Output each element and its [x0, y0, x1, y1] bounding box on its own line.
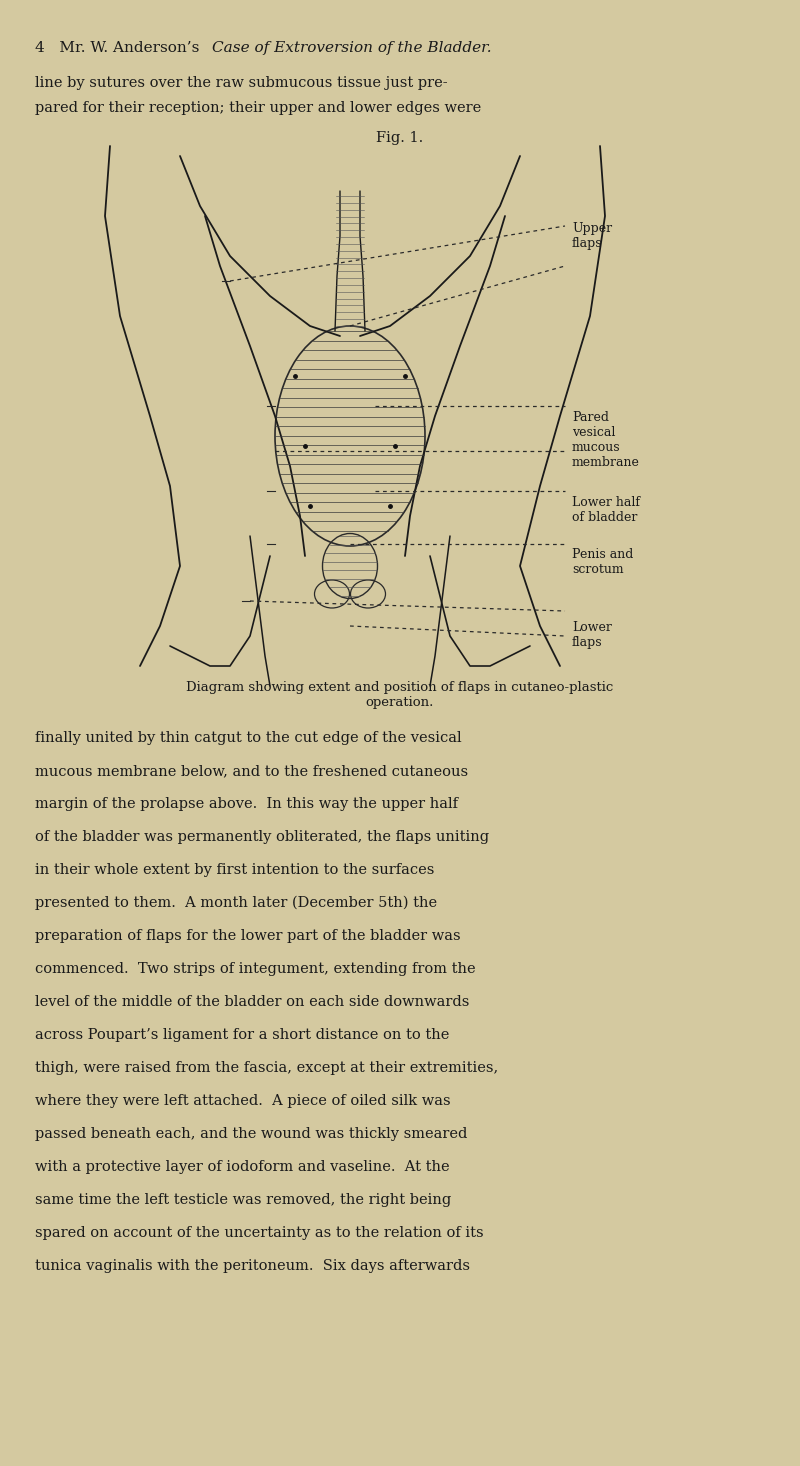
Text: Lower
flaps: Lower flaps — [572, 622, 612, 649]
Text: across Poupart’s ligament for a short distance on to the: across Poupart’s ligament for a short di… — [35, 1028, 450, 1042]
Text: presented to them.  A month later (December 5th) the: presented to them. A month later (Decemb… — [35, 896, 437, 910]
Text: spared on account of the uncertainty as to the relation of its: spared on account of the uncertainty as … — [35, 1226, 484, 1240]
Text: Lower half
of bladder: Lower half of bladder — [572, 496, 640, 523]
Text: finally united by thin catgut to the cut edge of the vesical: finally united by thin catgut to the cut… — [35, 732, 462, 745]
Text: margin of the prolapse above.  In this way the upper half: margin of the prolapse above. In this wa… — [35, 798, 458, 811]
Text: passed beneath each, and the wound was thickly smeared: passed beneath each, and the wound was t… — [35, 1127, 467, 1141]
Text: where they were left attached.  A piece of oiled silk was: where they were left attached. A piece o… — [35, 1094, 450, 1108]
Text: line by sutures over the raw submucous tissue just pre-: line by sutures over the raw submucous t… — [35, 76, 448, 89]
Text: same time the left testicle was removed, the right being: same time the left testicle was removed,… — [35, 1193, 451, 1207]
Text: Case of Extroversion of the Bladder.: Case of Extroversion of the Bladder. — [212, 41, 492, 56]
Text: Fig. 1.: Fig. 1. — [376, 130, 424, 145]
Text: Diagram showing extent and position of flaps in cutaneo-plastic
operation.: Diagram showing extent and position of f… — [186, 682, 614, 710]
Text: thigh, were raised from the fascia, except at their extremities,: thigh, were raised from the fascia, exce… — [35, 1061, 498, 1075]
Text: Upper
flaps: Upper flaps — [572, 221, 612, 251]
Text: 4   Mr. W. Anderson’s: 4 Mr. W. Anderson’s — [35, 41, 204, 56]
Text: in their whole extent by first intention to the surfaces: in their whole extent by first intention… — [35, 863, 434, 877]
Text: with a protective layer of iodoform and vaseline.  At the: with a protective layer of iodoform and … — [35, 1160, 450, 1174]
Text: Pared
vesical
mucous
membrane: Pared vesical mucous membrane — [572, 410, 640, 469]
Text: mucous membrane below, and to the freshened cutaneous: mucous membrane below, and to the freshe… — [35, 764, 468, 778]
Text: preparation of flaps for the lower part of the bladder was: preparation of flaps for the lower part … — [35, 929, 461, 943]
Text: tunica vaginalis with the peritoneum.  Six days afterwards: tunica vaginalis with the peritoneum. Si… — [35, 1259, 470, 1272]
Text: of the bladder was permanently obliterated, the flaps uniting: of the bladder was permanently obliterat… — [35, 830, 489, 844]
Text: level of the middle of the bladder on each side downwards: level of the middle of the bladder on ea… — [35, 995, 470, 1009]
Text: pared for their reception; their upper and lower edges were: pared for their reception; their upper a… — [35, 101, 482, 114]
Text: commenced.  Two strips of integument, extending from the: commenced. Two strips of integument, ext… — [35, 962, 476, 976]
Text: Penis and
scrotum: Penis and scrotum — [572, 548, 634, 576]
